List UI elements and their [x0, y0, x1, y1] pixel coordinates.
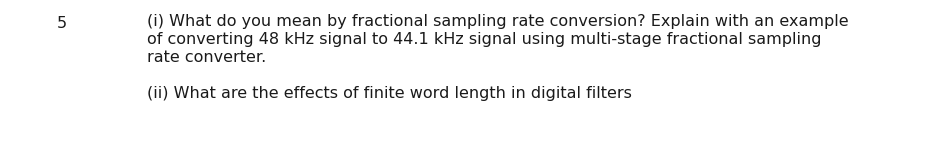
Text: of converting 48 kHz signal to 44.1 kHz signal using multi-stage fractional samp: of converting 48 kHz signal to 44.1 kHz … — [147, 32, 821, 47]
Text: (i) What do you mean by fractional sampling rate conversion? Explain with an exa: (i) What do you mean by fractional sampl… — [147, 14, 848, 29]
Text: 5: 5 — [57, 15, 67, 30]
Text: (ii) What are the effects of finite word length in digital filters: (ii) What are the effects of finite word… — [147, 86, 631, 101]
Text: rate converter.: rate converter. — [147, 50, 266, 65]
